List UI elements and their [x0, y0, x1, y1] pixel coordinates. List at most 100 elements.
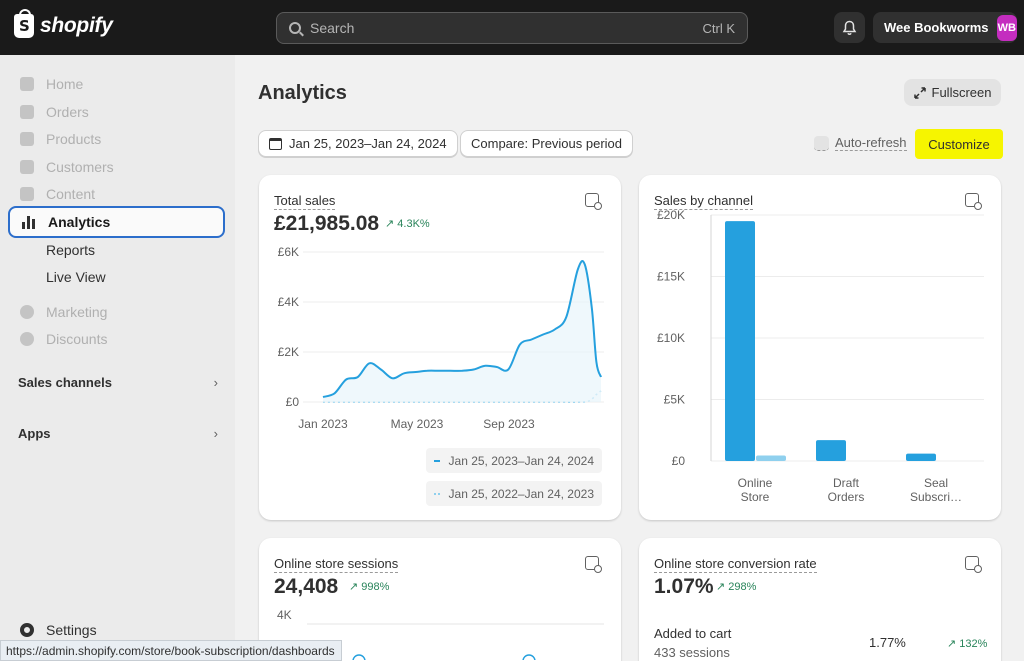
- section-label: Apps: [18, 426, 51, 441]
- x-category-label: Online: [738, 476, 773, 490]
- person-icon: [20, 160, 34, 174]
- compare-label: Compare: Previous period: [471, 136, 623, 151]
- explore-icon[interactable]: [965, 556, 982, 573]
- delta-text: 298%: [728, 581, 757, 593]
- sidebar-item-label: Marketing: [46, 304, 108, 320]
- legend-swatch: [434, 459, 440, 462]
- sidebar-item-label: Analytics: [48, 214, 111, 230]
- store-menu-button[interactable]: Wee Bookworms WB: [873, 12, 1017, 43]
- page-title: Analytics: [258, 82, 347, 104]
- avatar: WB: [996, 14, 1017, 41]
- bar: [816, 440, 846, 461]
- search-icon: [289, 22, 301, 34]
- sidebar-item-analytics[interactable]: Analytics: [8, 206, 225, 238]
- legend-label: Jan 25, 2022–Jan 24, 2023: [448, 486, 594, 501]
- sidebar-item-products[interactable]: Products: [8, 124, 225, 154]
- y-tick-label: £10K: [657, 331, 685, 345]
- tag-icon: [20, 132, 34, 146]
- gear-icon: [20, 623, 34, 637]
- card-title[interactable]: Online store sessions: [274, 556, 399, 573]
- content-icon: [20, 187, 34, 201]
- y-tick-label: £4K: [278, 295, 299, 309]
- search-placeholder: Search: [310, 20, 355, 36]
- total-sales-card: Total sales £21,985.08 ↗ 4.3K% £0 £2K £4K £…: [259, 175, 621, 520]
- notifications-button[interactable]: [834, 12, 865, 43]
- x-category-label: Draft: [833, 476, 860, 490]
- discount-icon: [20, 332, 34, 346]
- sidebar-item-customers[interactable]: Customers: [8, 152, 225, 182]
- shopify-bag-icon: [14, 9, 34, 38]
- y-tick-label: £20K: [657, 208, 685, 222]
- auto-refresh-checkbox[interactable]: [814, 135, 829, 151]
- section-label: Sales channels: [18, 375, 112, 390]
- legend-item-current[interactable]: Jan 25, 2023–Jan 24, 2024: [426, 448, 602, 473]
- bell-icon: [842, 20, 857, 35]
- sessions-delta: ↗ 998%: [349, 581, 390, 593]
- bar: [906, 453, 936, 461]
- card-title[interactable]: Online store conversion rate: [654, 556, 817, 573]
- bar-chart-icon: [22, 215, 36, 229]
- sessions-value: 24,408: [274, 575, 339, 598]
- compare-picker[interactable]: Compare: Previous period: [460, 130, 634, 157]
- added-to-cart-sessions: 433 sessions: [654, 645, 730, 660]
- sidebar-item-home[interactable]: Home: [8, 69, 225, 99]
- calendar-icon: [269, 137, 282, 150]
- legend-label: Jan 25, 2023–Jan 24, 2024: [448, 453, 594, 468]
- fullscreen-button[interactable]: Fullscreen: [904, 79, 1001, 106]
- x-tick-label: Jan 2023: [298, 417, 348, 431]
- total-sales-value: £21,985.08: [274, 212, 380, 235]
- x-category-label: Subscri…: [910, 490, 962, 504]
- inbox-icon: [20, 105, 34, 119]
- search-shortcut: Ctrl K: [702, 20, 736, 36]
- conversion-delta: ↗ 298%: [716, 581, 757, 593]
- x-tick-label: May 2023: [391, 417, 444, 431]
- added-to-cart-delta: ↗ 132%: [947, 638, 988, 650]
- expand-icon: [913, 86, 926, 99]
- browser-status-url: https://admin.shopify.com/store/book-sub…: [0, 640, 342, 661]
- sidebar-item-discounts[interactable]: Discounts: [8, 324, 225, 354]
- x-category-label: Orders: [828, 490, 865, 504]
- card-title[interactable]: Sales by channel: [654, 193, 754, 210]
- settings-label: Settings: [46, 622, 97, 638]
- customize-button[interactable]: Customize: [915, 129, 1003, 159]
- sidebar-section-apps[interactable]: Apps ›: [18, 426, 218, 441]
- sidebar-section-sales-channels[interactable]: Sales channels ›: [18, 375, 218, 390]
- sidebar-item-label: Discounts: [46, 331, 108, 347]
- date-range-picker[interactable]: Jan 25, 2023–Jan 24, 2024: [258, 130, 458, 157]
- series-area-current: [323, 261, 601, 402]
- y-tick-label: £0: [672, 454, 686, 468]
- explore-icon[interactable]: [585, 556, 602, 573]
- y-tick-label: £5K: [664, 393, 685, 407]
- home-icon: [20, 77, 34, 91]
- sidebar-item-settings[interactable]: Settings: [20, 622, 97, 638]
- bar: [756, 455, 786, 461]
- shopify-logo[interactable]: shopify: [14, 9, 113, 38]
- chevron-right-icon: ›: [213, 375, 218, 390]
- explore-icon[interactable]: [965, 193, 982, 210]
- y-tick-label: £2K: [278, 345, 299, 359]
- conversion-value: 1.07%: [654, 575, 714, 598]
- sidebar-item-label: Customers: [46, 159, 114, 175]
- conversion-rate-card: Online store conversion rate 1.07% ↗ 298…: [639, 538, 1001, 661]
- auto-refresh-toggle[interactable]: Auto-refresh: [814, 135, 907, 151]
- card-title[interactable]: Total sales: [274, 193, 336, 210]
- explore-icon[interactable]: [585, 193, 602, 210]
- sidebar-subitem-reports[interactable]: Reports: [46, 242, 96, 258]
- sidebar-item-content[interactable]: Content: [8, 179, 225, 209]
- search-input[interactable]: Search Ctrl K: [276, 12, 748, 44]
- sidebar-item-marketing[interactable]: Marketing: [8, 297, 225, 327]
- store-name: Wee Bookworms: [884, 20, 989, 35]
- legend-item-previous[interactable]: Jan 25, 2022–Jan 24, 2023: [426, 481, 602, 506]
- sidebar-subitem-live-view[interactable]: Live View: [46, 269, 106, 285]
- chevron-right-icon: ›: [213, 426, 218, 441]
- series-line-current: [322, 260, 602, 398]
- sidebar-item-orders[interactable]: Orders: [8, 97, 225, 127]
- added-to-cart-label: Added to cart: [654, 626, 732, 641]
- y-tick-label: £0: [286, 395, 300, 409]
- legend-swatch: [434, 492, 440, 495]
- sidebar-item-label: Content: [46, 186, 96, 202]
- delta-text: 132%: [959, 638, 988, 650]
- sessions-point-marker: [352, 654, 366, 660]
- auto-refresh-label: Auto-refresh: [835, 135, 907, 151]
- sessions-point-marker: [522, 654, 536, 660]
